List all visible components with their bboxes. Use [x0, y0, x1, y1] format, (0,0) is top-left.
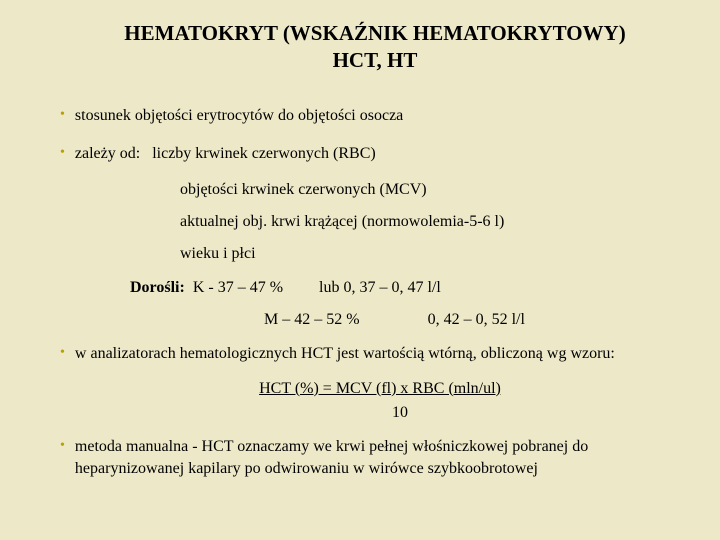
- formula-denominator: 10: [60, 404, 670, 422]
- title-line-2: HCT, HT: [333, 48, 418, 72]
- adults-k-range: K - 37 – 47 %: [193, 279, 283, 297]
- bullet-4: • metoda manualna - HCT oznaczamy we krw…: [60, 436, 670, 481]
- bullet-icon: •: [60, 438, 65, 454]
- formula-main: HCT (%) = MCV (fl) x RBC (mln/ul): [259, 380, 501, 397]
- sub-volume: aktualnej obj. krwi krążącej (normowolem…: [180, 213, 670, 231]
- sub-age: wieku i płci: [180, 245, 670, 263]
- adults-m-range: M – 42 – 52 %: [264, 311, 360, 329]
- bullet-icon: •: [60, 145, 65, 161]
- sub-mcv: objętości krwinek czerwonych (MCV): [180, 181, 670, 199]
- bullet-2: • zależy od: liczby krwinek czerwonych (…: [60, 143, 670, 165]
- bullet-1: • stosunek objętości erytrocytów do obję…: [60, 105, 670, 127]
- adults-row-m: M – 42 – 52 % 0, 42 – 0, 52 l/l: [264, 311, 670, 329]
- bullet-1-text: stosunek objętości erytrocytów do objęto…: [75, 105, 403, 127]
- bullet-2-prefix: zależy od:: [75, 145, 140, 162]
- title-line-1: HEMATOKRYT (WSKAŹNIK HEMATOKRYTOWY): [124, 21, 625, 45]
- bullet-4-text: metoda manualna - HCT oznaczamy we krwi …: [75, 436, 670, 481]
- adults-k-alt: lub 0, 37 – 0, 47 l/l: [319, 279, 441, 297]
- bullet-2-text: zależy od: liczby krwinek czerwonych (RB…: [75, 143, 376, 165]
- adults-row-k: Dorośli: K - 37 – 47 % lub 0, 37 – 0, 47…: [130, 279, 670, 297]
- bullet-icon: •: [60, 345, 65, 361]
- adults-m-alt: 0, 42 – 0, 52 l/l: [428, 311, 525, 329]
- adults-label: Dorośli:: [130, 279, 185, 297]
- bullet-icon: •: [60, 107, 65, 123]
- slide-title: HEMATOKRYT (WSKAŹNIK HEMATOKRYTOWY) HCT,…: [60, 20, 670, 75]
- bullet-2-item1: liczby krwinek czerwonych (RBC): [152, 145, 375, 162]
- bullet-3: • w analizatorach hematologicznych HCT j…: [60, 343, 670, 365]
- formula-numerator: HCT (%) = MCV (fl) x RBC (mln/ul): [60, 380, 670, 398]
- bullet-3-text: w analizatorach hematologicznych HCT jes…: [75, 343, 615, 365]
